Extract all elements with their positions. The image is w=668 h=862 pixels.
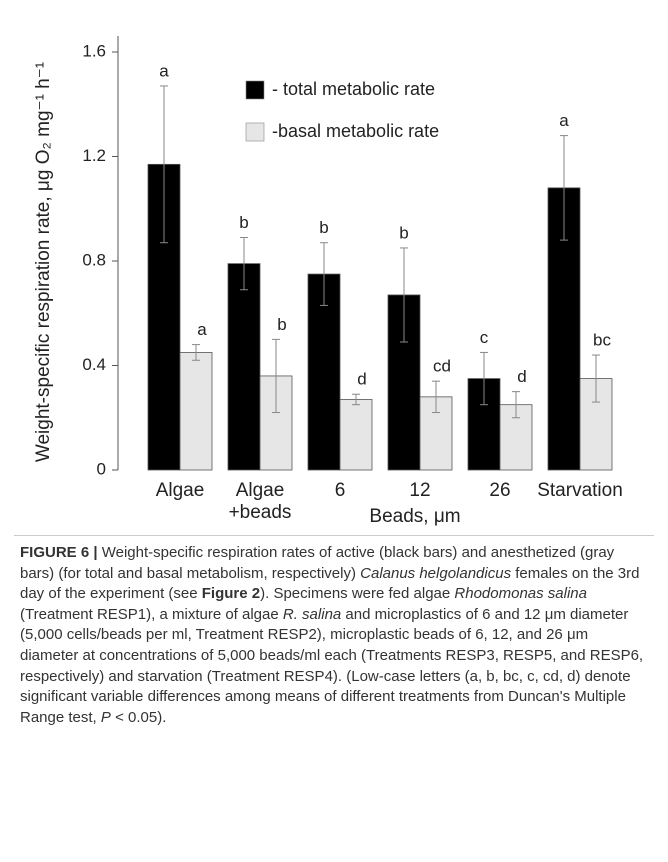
significance-letter: d xyxy=(517,367,526,386)
x-tick-label: Starvation xyxy=(537,480,623,501)
significance-letter: d xyxy=(357,370,366,389)
significance-letter: b xyxy=(277,315,286,334)
significance-letter: c xyxy=(480,328,489,347)
x-axis-label: Beads, μm xyxy=(369,506,460,527)
caption-text: Weight-specific respiration rates of act… xyxy=(20,544,615,582)
caption-species: Calanus helgolandicus xyxy=(360,564,512,582)
legend-swatch xyxy=(245,80,265,100)
significance-letter: b xyxy=(319,218,328,237)
bar xyxy=(227,263,261,471)
x-tick-label: Algae +beads xyxy=(228,480,292,523)
legend-swatch xyxy=(245,122,265,142)
caption-figure-ref: Figure 2 xyxy=(201,585,261,603)
y-tick-label: 0 xyxy=(97,459,106,478)
caption-text: < 0.05). xyxy=(110,708,167,726)
significance-letter: bc xyxy=(593,331,611,350)
significance-letter: a xyxy=(159,61,169,80)
caption-label: FIGURE 6 | xyxy=(20,544,98,561)
legend-label: -basal metabolic rate xyxy=(272,121,439,141)
x-tick-label: Algae xyxy=(155,480,205,501)
significance-letter: b xyxy=(399,223,408,242)
x-tick-label: 12 xyxy=(409,480,431,501)
caption-text: (Treatment RESP1), a mixture of algae xyxy=(20,605,283,623)
significance-letter: cd xyxy=(433,357,451,376)
legend-label: - total metabolic rate xyxy=(272,79,435,99)
separator xyxy=(14,535,654,536)
caption-species: R. salina xyxy=(282,605,342,623)
x-tick-label: 6 xyxy=(334,480,346,501)
x-tick-label: 26 xyxy=(489,480,511,501)
y-tick-label: 0.8 xyxy=(82,250,106,269)
y-tick-label: 1.2 xyxy=(82,146,106,165)
caption-text: females on the 3rd day of the experiment… xyxy=(20,564,640,603)
y-tick-label: 1.6 xyxy=(82,41,106,60)
y-axis-label: Weight-specific respiration rate, μg O₂ … xyxy=(33,62,54,462)
caption: FIGURE 6 | Weight-specific respiration r… xyxy=(20,543,650,728)
caption-text: ). Specimens were fed algae xyxy=(260,585,455,603)
chart: Weight-specific respiration rate, μg O₂ … xyxy=(33,36,613,527)
bar xyxy=(179,352,213,471)
significance-letter: a xyxy=(559,111,569,130)
caption-text: and microplastics of 6 and 12 μm diamete… xyxy=(20,605,644,726)
caption-p: P xyxy=(100,708,111,726)
significance-letter: b xyxy=(239,213,248,232)
bar xyxy=(339,399,373,471)
y-tick-label: 0.4 xyxy=(82,355,106,374)
significance-letter: a xyxy=(197,320,207,339)
caption-species: Rhodomonas salina xyxy=(454,585,587,603)
